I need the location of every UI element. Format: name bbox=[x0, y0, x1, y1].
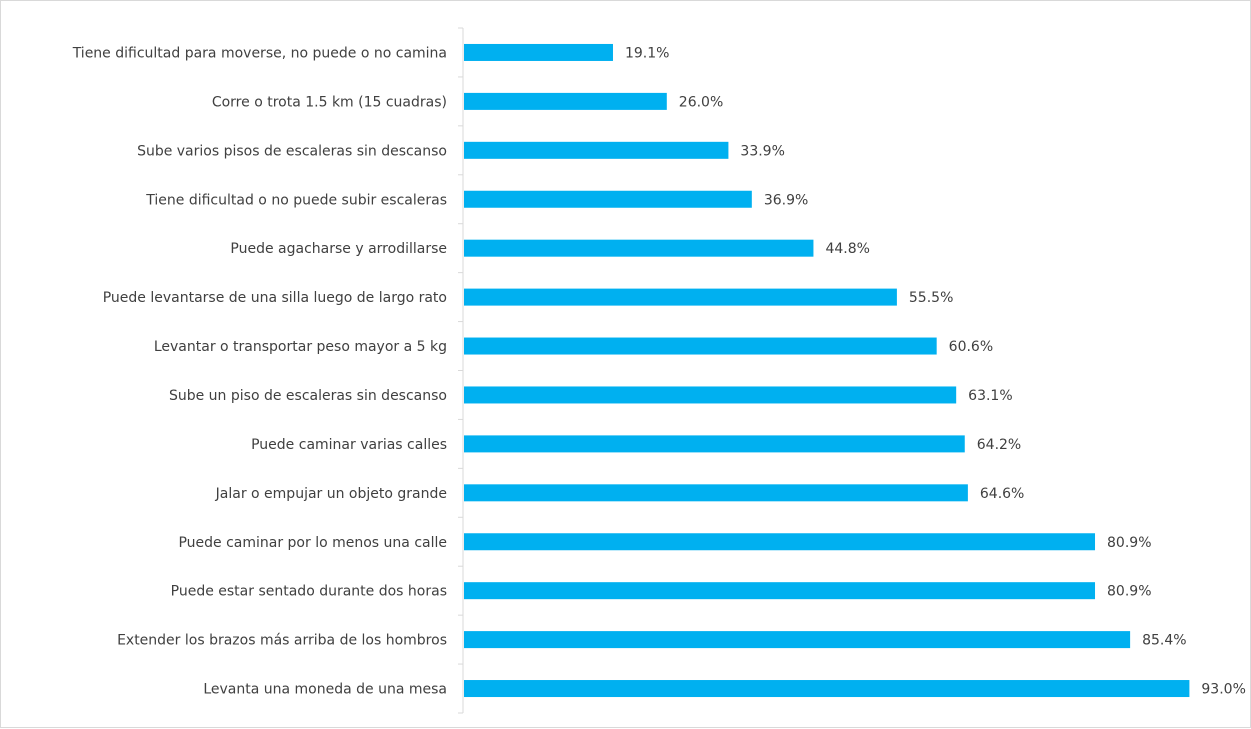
value-label: 55.5% bbox=[909, 290, 953, 306]
value-label: 64.2% bbox=[977, 437, 1021, 453]
category-label: Levantar o transportar peso mayor a 5 kg bbox=[154, 339, 447, 355]
bar bbox=[464, 288, 897, 306]
bar bbox=[464, 43, 613, 61]
value-label: 60.6% bbox=[949, 339, 993, 355]
bar bbox=[464, 631, 1131, 649]
bar bbox=[464, 533, 1096, 551]
category-labels: Tiene dificultad para moverse, no puede … bbox=[72, 45, 447, 697]
value-label: 26.0% bbox=[679, 94, 723, 110]
value-label: 64.6% bbox=[980, 486, 1024, 502]
category-label: Puede estar sentado durante dos horas bbox=[171, 584, 447, 600]
value-label: 80.9% bbox=[1107, 535, 1151, 551]
bar bbox=[464, 484, 968, 502]
category-label: Puede caminar varias calles bbox=[251, 437, 447, 453]
category-label: Tiene dificultad o no puede subir escale… bbox=[145, 192, 447, 208]
value-label: 80.9% bbox=[1107, 584, 1151, 600]
value-label: 63.1% bbox=[968, 388, 1012, 404]
value-label: 36.9% bbox=[764, 192, 808, 208]
bar bbox=[464, 337, 937, 355]
bar bbox=[464, 92, 667, 110]
value-label: 19.1% bbox=[625, 45, 669, 61]
category-label: Sube un piso de escaleras sin descanso bbox=[169, 388, 447, 404]
category-label: Extender los brazos más arriba de los ho… bbox=[117, 633, 447, 649]
category-label: Jalar o empujar un objeto grande bbox=[215, 486, 447, 502]
value-label: 93.0% bbox=[1201, 682, 1245, 698]
category-label: Puede caminar por lo menos una calle bbox=[178, 535, 447, 551]
bar bbox=[464, 435, 965, 453]
bar bbox=[464, 386, 957, 404]
category-label: Puede agacharse y arrodillarse bbox=[230, 241, 447, 257]
bar bbox=[464, 582, 1096, 600]
category-label: Tiene dificultad para moverse, no puede … bbox=[72, 45, 447, 61]
bar bbox=[464, 680, 1190, 698]
value-labels: 19.1% 26.0% 33.9% 36.9% 44.8% 55.5% 60.6% 63.1%… bbox=[625, 45, 1246, 697]
value-label: 85.4% bbox=[1142, 633, 1186, 649]
axis-ticks bbox=[458, 27, 463, 714]
category-label: Sube varios pisos de escaleras sin desca… bbox=[137, 143, 447, 159]
category-label: Levanta una moneda de una mesa bbox=[203, 682, 447, 698]
value-label: 44.8% bbox=[825, 241, 869, 257]
category-label: Puede levantarse de una silla luego de l… bbox=[103, 290, 447, 306]
bars-group bbox=[464, 43, 1190, 698]
category-label: Corre o trota 1.5 km (15 cuadras) bbox=[212, 94, 447, 110]
value-label: 33.9% bbox=[740, 143, 784, 159]
bar bbox=[464, 239, 814, 257]
bar bbox=[464, 190, 752, 208]
bar bbox=[464, 141, 729, 159]
